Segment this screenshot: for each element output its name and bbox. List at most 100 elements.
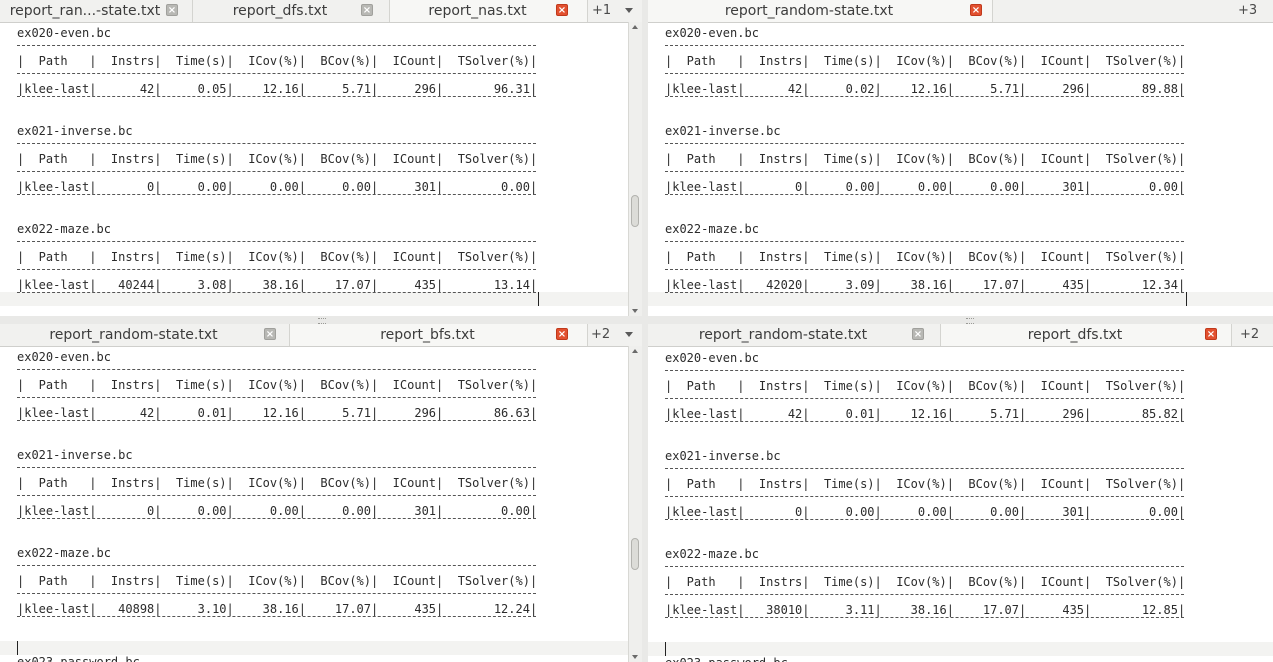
tab-0[interactable]: report_ran...-state.txt <box>0 0 193 22</box>
tab-0[interactable]: report_random-state.txt <box>0 324 290 346</box>
dashed-separator <box>665 143 1184 145</box>
current-line-highlight <box>648 292 1273 306</box>
text-editor[interactable]: ex020-even.bc | Path | Instrs| Time(s)| I… <box>0 23 628 316</box>
file-title: ex022-maze.bc <box>17 222 111 236</box>
table-row: |klee-last| 38010| 3.11| 38.16| 17.07| 4… <box>665 603 1186 617</box>
editor-pane: report_random-state.txt × report_bfs.txt × +… <box>0 324 642 662</box>
table-header: | Path | Instrs| Time(s)| ICov(%)| BCov(… <box>665 477 1186 491</box>
dashed-separator <box>17 143 536 145</box>
tab-1[interactable]: report_bfs.txt <box>290 324 588 346</box>
scroll-up-icon[interactable] <box>632 349 638 353</box>
vertical-scrollbar[interactable] <box>628 346 642 662</box>
dashed-separator <box>17 241 536 243</box>
file-title: ex020-even.bc <box>17 26 111 40</box>
dashed-separator <box>665 292 1184 294</box>
pane-splitter-grip[interactable] <box>966 318 974 324</box>
table-row: |klee-last| 0| 0.00| 0.00| 0.00| 301| 0.… <box>665 505 1186 519</box>
file-title: ex021-inverse.bc <box>17 448 133 462</box>
table-row: |klee-last| 42| 0.01| 12.16| 5.71| 296| … <box>17 406 538 420</box>
pane-splitter-grip[interactable] <box>318 318 326 324</box>
table-row: |klee-last| 0| 0.00| 0.00| 0.00| 301| 0.… <box>17 504 538 518</box>
tab-0[interactable]: report_random-state.txt <box>648 0 993 22</box>
text-editor[interactable]: ex020-even.bc | Path | Instrs| Time(s)| I… <box>0 347 628 662</box>
table-row: |klee-last| 0| 0.00| 0.00| 0.00| 301| 0.… <box>665 180 1186 194</box>
tab-label: report_dfs.txt <box>232 3 328 19</box>
dashed-separator <box>665 566 1184 568</box>
close-icon[interactable]: × <box>361 4 373 16</box>
file-title: ex023-password.bc <box>665 656 788 662</box>
current-line-highlight <box>0 292 628 306</box>
more-tabs-count[interactable]: +3 <box>1238 3 1258 18</box>
table-header: | Path | Instrs| Time(s)| ICov(%)| BCov(… <box>665 54 1186 68</box>
table-row: |klee-last| 42| 0.05| 12.16| 5.71| 296| … <box>17 82 538 96</box>
text-cursor <box>665 642 666 656</box>
dashed-separator <box>665 171 1184 173</box>
table-row: |klee-last| 42020| 3.09| 38.16| 17.07| 4… <box>665 278 1186 292</box>
more-tabs-count[interactable]: +1 <box>592 3 612 18</box>
scroll-up-icon[interactable] <box>632 25 638 29</box>
table-row: |klee-last| 0| 0.00| 0.00| 0.00| 301| 0.… <box>17 180 538 194</box>
tab-2[interactable]: report_nas.txt <box>390 0 588 22</box>
scrollbar-thumb[interactable] <box>631 538 639 570</box>
file-title: ex020-even.bc <box>665 26 759 40</box>
close-icon[interactable]: × <box>1205 328 1217 340</box>
table-row: |klee-last| 40244| 3.08| 38.16| 17.07| 4… <box>17 278 538 292</box>
dashed-separator <box>665 194 1184 196</box>
dashed-separator <box>17 593 536 595</box>
chevron-down-icon[interactable] <box>625 332 633 337</box>
table-header: | Path | Instrs| Time(s)| ICov(%)| BCov(… <box>17 152 538 166</box>
tab-label: report_ran...-state.txt <box>9 3 161 19</box>
table-row: |klee-last| 40898| 3.10| 38.16| 17.07| 4… <box>17 602 538 616</box>
close-icon[interactable]: × <box>556 4 568 16</box>
dashed-separator <box>17 96 536 98</box>
scrollbar-thumb[interactable] <box>631 195 639 227</box>
scroll-down-icon[interactable] <box>632 309 638 313</box>
close-icon[interactable]: × <box>556 328 568 340</box>
more-tabs-count[interactable]: +2 <box>1240 327 1260 342</box>
file-title: ex022-maze.bc <box>665 222 759 236</box>
dashed-separator <box>17 518 536 520</box>
table-row: |klee-last| 42| 0.01| 12.16| 5.71| 296| … <box>665 407 1186 421</box>
close-icon[interactable]: × <box>912 328 924 340</box>
tab-label: report_random-state.txt <box>698 327 868 343</box>
tab-1[interactable]: report_dfs.txt <box>941 324 1232 346</box>
text-cursor <box>538 292 539 306</box>
table-header: | Path | Instrs| Time(s)| ICov(%)| BCov(… <box>665 379 1186 393</box>
file-title: ex021-inverse.bc <box>665 449 781 463</box>
table-header: | Path | Instrs| Time(s)| ICov(%)| BCov(… <box>665 152 1186 166</box>
dashed-separator <box>17 467 536 469</box>
text-editor[interactable]: ex020-even.bc | Path | Instrs| Time(s)| I… <box>648 347 1273 662</box>
tab-0[interactable]: report_random-state.txt <box>648 324 941 346</box>
tab-bar: report_random-state.txt × report_bfs.txt × +… <box>0 324 642 347</box>
table-header: | Path | Instrs| Time(s)| ICov(%)| BCov(… <box>665 575 1186 589</box>
dashed-separator <box>665 241 1184 243</box>
dashed-separator <box>665 398 1184 400</box>
close-icon[interactable]: × <box>970 4 982 16</box>
file-title: ex021-inverse.bc <box>665 124 781 138</box>
chevron-down-icon[interactable] <box>625 8 633 13</box>
close-icon[interactable]: × <box>264 328 276 340</box>
tab-1[interactable]: report_dfs.txt <box>193 0 390 22</box>
more-tabs-count[interactable]: +2 <box>591 327 611 342</box>
close-icon[interactable]: × <box>166 4 178 16</box>
current-line-highlight <box>0 641 628 655</box>
tab-label: report_random-state.txt <box>724 3 894 19</box>
dashed-separator <box>17 420 536 422</box>
text-editor[interactable]: ex020-even.bc | Path | Instrs| Time(s)| I… <box>648 23 1273 316</box>
table-header: | Path | Instrs| Time(s)| ICov(%)| BCov(… <box>17 54 538 68</box>
dashed-separator <box>17 616 536 618</box>
table-header: | Path | Instrs| Time(s)| ICov(%)| BCov(… <box>17 250 538 264</box>
editor-pane: report_random-state.txt × +3 ex020-even.bc |… <box>648 0 1273 316</box>
dashed-separator <box>665 519 1184 521</box>
tab-bar: report_ran...-state.txt × report_dfs.txt × r… <box>0 0 642 23</box>
dashed-separator <box>17 397 536 399</box>
tab-bar: report_random-state.txt × +3 <box>648 0 1273 23</box>
file-title: ex023-password.bc <box>17 655 140 662</box>
file-title: ex022-maze.bc <box>665 547 759 561</box>
vertical-scrollbar[interactable] <box>628 22 642 316</box>
dashed-separator <box>665 617 1184 619</box>
scroll-down-icon[interactable] <box>632 655 638 659</box>
dashed-separator <box>17 73 536 75</box>
dashed-separator <box>17 292 536 294</box>
dashed-separator <box>665 73 1184 75</box>
